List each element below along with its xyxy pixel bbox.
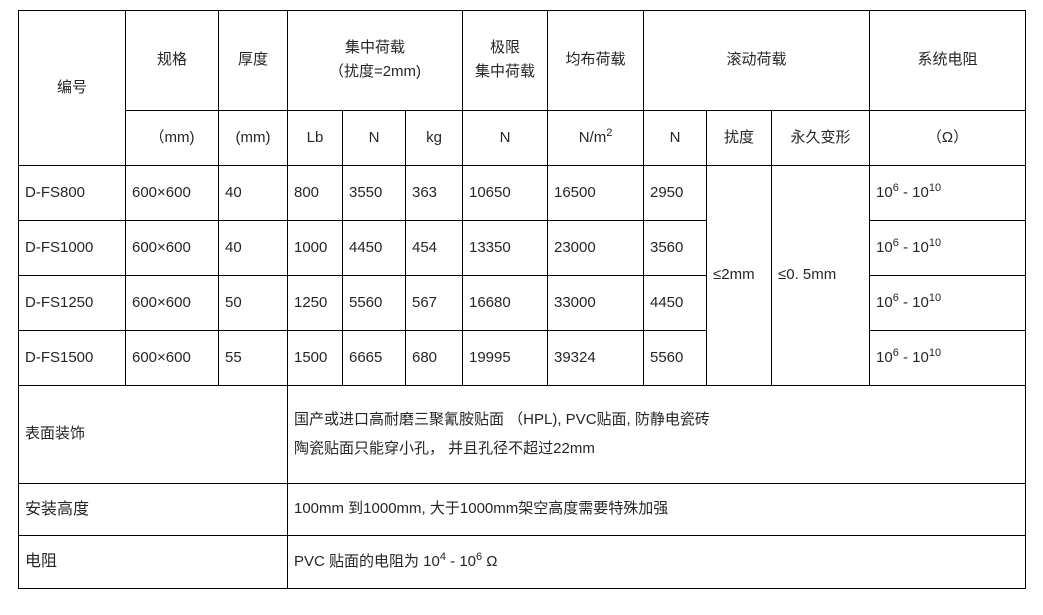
header-ultimate-load-line2: 集中荷载 <box>474 63 535 80</box>
cell-thickness: 40 <box>218 165 288 221</box>
cell-spec: 600×600 <box>125 330 219 386</box>
header-rolling-load: 滚动荷载 <box>642 10 871 111</box>
cell-thickness: 40 <box>218 220 288 276</box>
footer-label-install-height: 安装高度 <box>18 483 288 536</box>
cell-ultimate-n: 13350 <box>462 220 548 276</box>
header-concentrated-load: 集中荷载 （扰度=2mm) <box>287 10 463 111</box>
cell-id: D-FS1250 <box>18 275 126 331</box>
header-thickness: 厚度 <box>218 10 288 111</box>
footer-label-resistance: 电阻 <box>18 535 288 589</box>
footer-content-resistance: PVC 贴面的电阻为 104 - 106 Ω <box>286 535 1027 589</box>
footer-content-surface: 国产或进口高耐磨三聚氰胺贴面 （HPL), PVC贴面, 防静电瓷砖 陶瓷贴面只… <box>286 385 1027 484</box>
footer-label-surface: 表面装饰 <box>18 385 288 484</box>
header-ultimate-load-line1: 极限 <box>489 39 520 57</box>
cell-id: D-FS1000 <box>18 220 126 276</box>
table-row: D-FS1500 600×600 55 1500 6665 680 19995 … <box>18 330 1027 386</box>
header-row-2: （mm) (mm) Lb N kg N N/m2 N 扰度 永久变形 （Ω） <box>19 110 1027 166</box>
cell-lb: 1500 <box>287 330 343 386</box>
cell-deflection-merged: ≤2mm <box>706 165 772 386</box>
surface-line-2: 陶瓷贴面只能穿小孔， 并且孔径不超过22mm <box>294 439 595 457</box>
cell-ultimate-n: 10650 <box>462 165 548 221</box>
unit-thickness: (mm) <box>218 110 288 166</box>
unit-kg: kg <box>405 110 463 166</box>
cell-spec: 600×600 <box>125 165 219 221</box>
cell-resistance: 106 - 1010 <box>869 330 1027 386</box>
cell-distributed: 39324 <box>547 330 644 386</box>
cell-kg: 567 <box>405 275 463 331</box>
cell-n: 5560 <box>342 275 406 331</box>
cell-resistance: 106 - 1010 <box>869 165 1027 221</box>
unit-lb: Lb <box>287 110 343 166</box>
table-row: D-FS1000 600×600 40 1000 4450 454 13350 … <box>18 220 1027 276</box>
cell-n: 6665 <box>342 330 406 386</box>
cell-distributed: 16500 <box>547 165 644 221</box>
header-distributed-load: 均布荷载 <box>547 10 644 111</box>
unit-deformation: 永久变形 <box>770 110 871 166</box>
cell-lb: 800 <box>287 165 343 221</box>
unit-deflection: 扰度 <box>706 110 772 166</box>
cell-id: D-FS1500 <box>18 330 126 386</box>
table-row: D-FS800 600×600 40 800 3550 363 10650 16… <box>18 165 1027 386</box>
cell-id: D-FS800 <box>18 165 126 221</box>
unit-rolling-n: N <box>643 110 707 166</box>
header-row-1: 编号 规格 厚度 集中荷载 （扰度=2mm) 极限 集中荷载 均布荷载 滚动荷载… <box>18 10 1027 166</box>
unit-ultimate-n: N <box>462 110 548 166</box>
footer-row-surface: 表面装饰 国产或进口高耐磨三聚氰胺贴面 （HPL), PVC贴面, 防静电瓷砖 … <box>18 385 1027 484</box>
cell-distributed: 33000 <box>547 275 644 331</box>
cell-resistance: 106 - 1010 <box>869 220 1027 276</box>
cell-spec: 600×600 <box>125 275 219 331</box>
header-ultimate-load: 极限 集中荷载 <box>462 10 548 111</box>
cell-ultimate-n: 19995 <box>462 330 548 386</box>
cell-lb: 1250 <box>287 275 343 331</box>
cell-rolling-n: 3560 <box>643 220 707 276</box>
cell-kg: 454 <box>405 220 463 276</box>
header-concentrated-load-subtitle: （扰度=2mm) <box>328 63 422 80</box>
footer-content-install-height: 100mm 到1000mm, 大于1000mm架空高度需要特殊加强 <box>286 483 1027 536</box>
cell-deformation-merged: ≤0. 5mm <box>770 165 871 386</box>
cell-kg: 680 <box>405 330 463 386</box>
cell-distributed: 23000 <box>547 220 644 276</box>
unit-spec: （mm) <box>125 110 219 166</box>
cell-thickness: 50 <box>218 275 288 331</box>
header-concentrated-load-title: 集中荷载 <box>344 39 405 57</box>
cell-resistance: 106 - 1010 <box>869 275 1027 331</box>
spec-table: 编号 规格 厚度 集中荷载 （扰度=2mm) 极限 集中荷载 均布荷载 滚动荷载… <box>18 10 1027 589</box>
header-spec: 规格 <box>125 10 219 111</box>
cell-ultimate-n: 16680 <box>462 275 548 331</box>
cell-rolling-n: 2950 <box>643 165 707 221</box>
table-row: D-FS1250 600×600 50 1250 5560 567 16680 … <box>18 275 1027 331</box>
footer-row-install-height: 安装高度 100mm 到1000mm, 大于1000mm架空高度需要特殊加强 <box>18 483 1027 536</box>
cell-rolling-n: 5560 <box>643 330 707 386</box>
cell-rolling-n: 4450 <box>643 275 707 331</box>
cell-thickness: 55 <box>218 330 288 386</box>
unit-distributed: N/m2 <box>547 110 644 166</box>
cell-n: 3550 <box>342 165 406 221</box>
cell-lb: 1000 <box>287 220 343 276</box>
unit-resistance: （Ω） <box>869 110 1027 166</box>
unit-n: N <box>342 110 406 166</box>
cell-spec: 600×600 <box>125 220 219 276</box>
cell-n: 4450 <box>342 220 406 276</box>
footer-row-resistance: 电阻 PVC 贴面的电阻为 104 - 106 Ω <box>18 535 1027 589</box>
header-id: 编号 <box>18 10 126 166</box>
header-system-resistance: 系统电阻 <box>869 10 1027 111</box>
cell-kg: 363 <box>405 165 463 221</box>
surface-line-1: 国产或进口高耐磨三聚氰胺贴面 （HPL), PVC贴面, 防静电瓷砖 <box>294 410 710 428</box>
